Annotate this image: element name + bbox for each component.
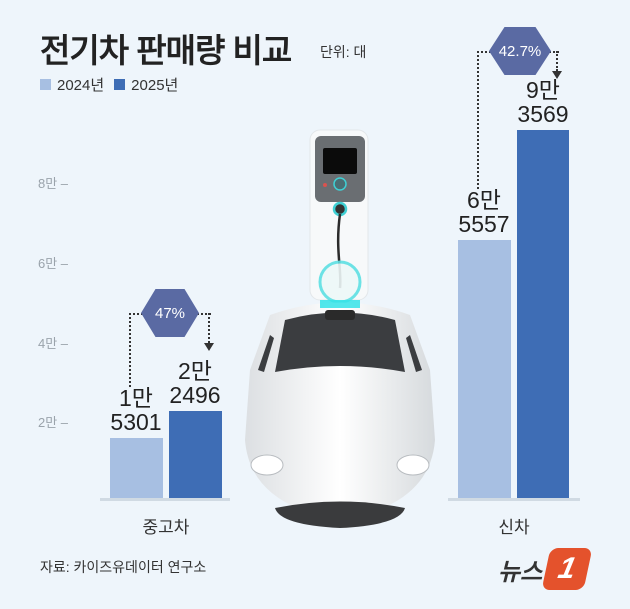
y-tick-4man: 4만 – bbox=[38, 336, 69, 351]
y-tick-8man: 8만 – bbox=[38, 176, 69, 191]
unit-label: 단위: 대 bbox=[320, 44, 367, 60]
y-tick-2man: 2만 – bbox=[38, 415, 69, 430]
value-used-2024: 1만 5301 bbox=[101, 386, 171, 434]
legend-label-2025: 2025년 bbox=[131, 77, 179, 94]
bar-new-2024 bbox=[458, 240, 511, 498]
value-used-2025: 2만 2496 bbox=[160, 359, 230, 407]
value-new-2024-rest: 5557 bbox=[458, 211, 510, 237]
growth-connector-used-right bbox=[208, 313, 210, 343]
news1-logo: 뉴스 1 bbox=[498, 548, 593, 590]
legend-swatch-2025 bbox=[114, 79, 126, 90]
arrow-down-icon bbox=[204, 343, 214, 351]
legend-label-2024: 2024년 bbox=[57, 77, 105, 94]
logo-text: 뉴스 bbox=[498, 558, 543, 586]
bar-used-2024 bbox=[110, 438, 163, 498]
arrow-down-icon bbox=[552, 71, 562, 79]
category-label-used: 중고차 bbox=[142, 518, 190, 537]
bar-new-2025 bbox=[517, 130, 569, 498]
value-new-2025-rest: 3569 bbox=[517, 101, 569, 127]
bar-used-2025 bbox=[169, 411, 222, 498]
legend: 2024년 2025년 bbox=[40, 74, 178, 95]
value-used-2025-rest: 2496 bbox=[169, 382, 221, 408]
value-used-2024-rest: 5301 bbox=[110, 409, 162, 435]
growth-connector-new-right bbox=[556, 51, 558, 71]
source-note: 자료: 카이즈유데이터 연구소 bbox=[40, 559, 207, 575]
value-new-2024-man: 6만 bbox=[467, 187, 501, 213]
value-used-2024-man: 1만 bbox=[119, 385, 153, 411]
category-label-new: 신차 bbox=[498, 518, 530, 537]
value-new-2024: 6만 5557 bbox=[449, 188, 519, 236]
baseline-used bbox=[100, 498, 230, 501]
baseline-new bbox=[448, 498, 580, 501]
chart-title: 전기차 판매량 비교 bbox=[40, 32, 292, 69]
ev-charger-car-illustration bbox=[245, 129, 435, 528]
legend-swatch-2024 bbox=[40, 79, 51, 90]
value-new-2025: 9만 3569 bbox=[508, 78, 578, 126]
logo-mark-icon: 1 bbox=[541, 548, 593, 590]
value-used-2025-man: 2만 bbox=[178, 358, 212, 384]
growth-badge-used: 47% bbox=[141, 289, 199, 337]
value-new-2025-man: 9만 bbox=[526, 77, 560, 103]
y-tick-6man: 6만 – bbox=[38, 256, 69, 271]
